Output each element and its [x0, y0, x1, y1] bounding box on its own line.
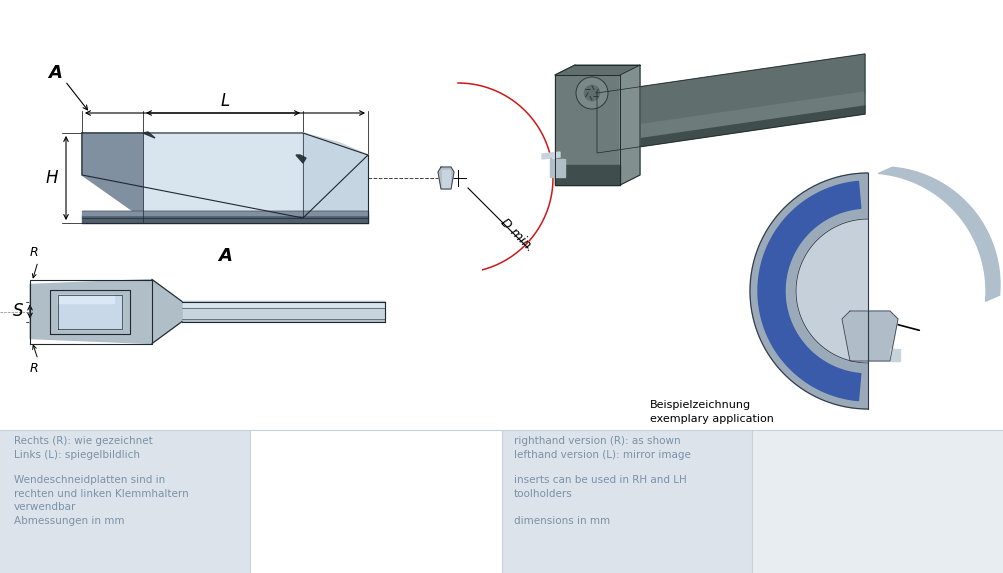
Polygon shape — [142, 132, 154, 138]
Polygon shape — [82, 215, 368, 223]
Polygon shape — [550, 159, 565, 177]
Text: R: R — [30, 246, 38, 260]
Polygon shape — [82, 133, 164, 175]
Polygon shape — [795, 219, 868, 363]
Text: righthand version (R): as shown
lefthand version (L): mirror image: righthand version (R): as shown lefthand… — [514, 436, 690, 460]
Polygon shape — [889, 349, 899, 361]
Polygon shape — [878, 167, 999, 301]
Text: S: S — [13, 303, 23, 320]
Polygon shape — [296, 155, 306, 163]
Polygon shape — [441, 170, 449, 187]
Polygon shape — [542, 152, 560, 159]
Polygon shape — [82, 133, 142, 218]
Polygon shape — [597, 92, 865, 145]
Polygon shape — [555, 165, 620, 185]
Text: Beispielzeichnung
exemplary application: Beispielzeichnung exemplary application — [649, 400, 773, 424]
Text: A: A — [48, 64, 62, 82]
Polygon shape — [749, 173, 868, 409]
Polygon shape — [555, 65, 639, 75]
Polygon shape — [597, 54, 865, 131]
Polygon shape — [58, 295, 114, 303]
Polygon shape — [142, 133, 303, 218]
Polygon shape — [142, 133, 368, 163]
Polygon shape — [82, 211, 368, 215]
Polygon shape — [182, 308, 384, 319]
Polygon shape — [50, 289, 129, 333]
Circle shape — [583, 85, 600, 101]
Circle shape — [576, 77, 608, 109]
Polygon shape — [437, 167, 453, 189]
Bar — [751, 430, 1003, 573]
Polygon shape — [620, 65, 639, 185]
Bar — [502, 430, 751, 573]
Bar — [0, 430, 250, 573]
Text: D min.: D min. — [497, 216, 536, 254]
Text: inserts can be used in RH and LH
toolholders

dimensions in mm: inserts can be used in RH and LH toolhol… — [514, 475, 686, 526]
Text: R: R — [30, 362, 38, 375]
Polygon shape — [303, 133, 368, 218]
Polygon shape — [757, 182, 860, 401]
Polygon shape — [182, 301, 384, 308]
Polygon shape — [30, 280, 384, 343]
Text: H: H — [46, 169, 58, 187]
Text: Wendeschneidplatten sind in
rechten und linken Klemmhaltern
verwendbar
Abmessung: Wendeschneidplatten sind in rechten und … — [14, 475, 189, 526]
Polygon shape — [555, 75, 620, 185]
Text: Rechts (R): wie gezeichnet
Links (L): spiegelbildlich: Rechts (R): wie gezeichnet Links (L): sp… — [14, 436, 152, 460]
Polygon shape — [151, 280, 182, 343]
Polygon shape — [842, 311, 897, 361]
Text: L: L — [220, 92, 230, 110]
Polygon shape — [58, 295, 122, 328]
Polygon shape — [597, 106, 865, 153]
Text: A: A — [218, 247, 232, 265]
